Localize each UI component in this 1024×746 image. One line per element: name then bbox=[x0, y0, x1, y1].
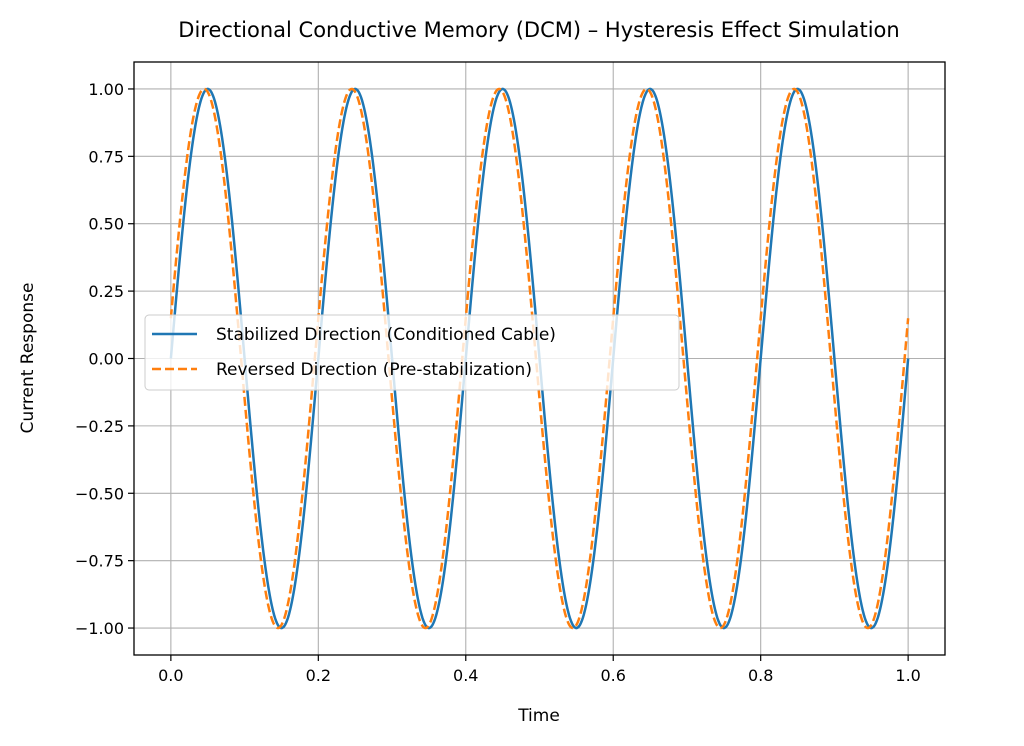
y-axis-label: Current Response bbox=[18, 283, 38, 434]
x-tick-label: 0.0 bbox=[158, 666, 183, 685]
series-line-reversed bbox=[169, 87, 910, 630]
legend-label-stabilized: Stabilized Direction (Conditioned Cable) bbox=[216, 325, 556, 345]
y-tick-label: −0.50 bbox=[75, 484, 124, 503]
x-tick-label: 1.0 bbox=[895, 666, 920, 685]
y-tick-label: 0.75 bbox=[88, 147, 124, 166]
x-tick-label: 0.2 bbox=[306, 666, 331, 685]
x-axis-label: Time bbox=[517, 706, 560, 726]
y-axis: 1.00 0.75 0.50 0.25 0.00 −0.25 −0.50 −0.75 −1.00 bbox=[75, 80, 134, 638]
legend: Stabilized Direction (Conditioned Cable)… bbox=[144, 314, 680, 391]
y-tick-label: 0.50 bbox=[88, 215, 124, 234]
y-tick-label: −0.25 bbox=[75, 417, 124, 436]
legend-label-reversed: Reversed Direction (Pre-stabilization) bbox=[216, 360, 532, 380]
chart-title: Directional Conductive Memory (DCM) – Hy… bbox=[178, 18, 899, 42]
legend-box bbox=[144, 314, 680, 391]
y-tick-label: −1.00 bbox=[75, 619, 124, 638]
y-tick-label: 0.25 bbox=[88, 282, 124, 301]
x-tick-label: 0.6 bbox=[601, 666, 626, 685]
x-axis: 0.0 0.2 0.4 0.6 0.8 1.0 bbox=[158, 655, 921, 685]
x-tick-label: 0.8 bbox=[748, 666, 773, 685]
y-tick-label: 1.00 bbox=[88, 80, 124, 99]
x-tick-label: 0.4 bbox=[453, 666, 478, 685]
y-tick-label: −0.75 bbox=[75, 552, 124, 571]
y-tick-label: 0.00 bbox=[88, 350, 124, 369]
